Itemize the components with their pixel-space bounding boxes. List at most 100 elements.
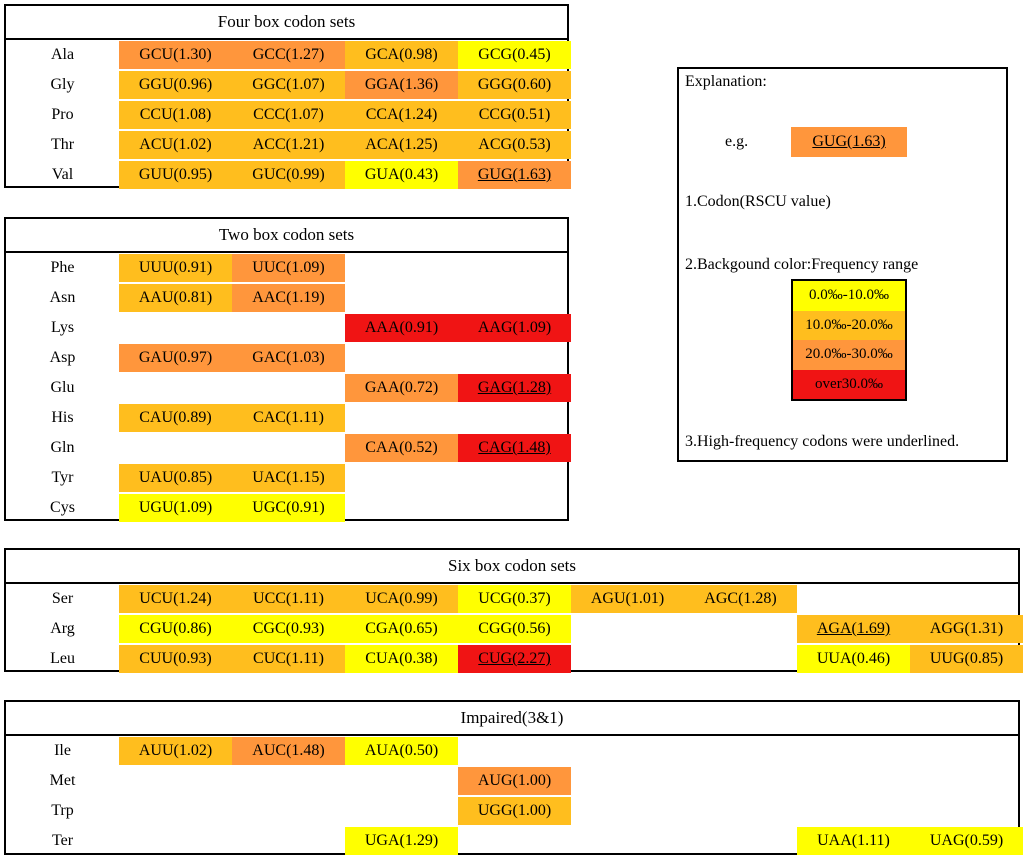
table-row: Arg CGU(0.86) CGC(0.93) CGA(0.65) CGG(0.56) A… bbox=[6, 614, 1023, 644]
amino-acid-label: Tyr bbox=[51, 469, 74, 486]
codon-cell: GCG(0.45) bbox=[458, 41, 571, 69]
codon-cell: UGG(1.00) bbox=[458, 797, 571, 825]
table-row: Lys AAA(0.91) AAG(1.09) bbox=[6, 313, 571, 343]
codon-cell: GGC(1.07) bbox=[232, 71, 345, 99]
amino-acid-label: Cys bbox=[50, 499, 75, 516]
explanation-line-1: 1.Codon(RSCU value) bbox=[685, 193, 831, 210]
table-row: Glu GAA(0.72) GAG(1.28) bbox=[6, 373, 571, 403]
codon-cell: GUC(0.99) bbox=[232, 161, 345, 189]
example-codon: GUG(1.63) bbox=[791, 127, 907, 157]
amino-acid-label: Ter bbox=[51, 832, 74, 849]
table-row: Asn AAU(0.81) AAC(1.19) bbox=[6, 283, 567, 313]
codon-cell: CCC(1.07) bbox=[232, 101, 345, 129]
legend-item-1: 0.0‰-10.0‰ bbox=[793, 281, 905, 311]
codon-cell: GCC(1.27) bbox=[232, 41, 345, 69]
codon-cell: GAC(1.03) bbox=[232, 344, 345, 372]
codon-cell: AUU(1.02) bbox=[119, 737, 232, 765]
codon-cell: UCA(0.99) bbox=[345, 585, 458, 613]
codon-cell: AUA(0.50) bbox=[345, 737, 458, 765]
codon-cell: ACC(1.21) bbox=[232, 131, 345, 159]
codon-cell: UUU(0.91) bbox=[119, 254, 232, 282]
codon-cell: ACA(1.25) bbox=[345, 131, 458, 159]
codon-cell: GCA(0.98) bbox=[345, 41, 458, 69]
two-box-title: Two box codon sets bbox=[6, 219, 567, 253]
amino-acid-label: Gly bbox=[50, 76, 75, 93]
codon-cell: GCU(1.30) bbox=[119, 41, 232, 69]
table-row: Val GUU(0.95) GUC(0.99) GUA(0.43) GUG(1.63) bbox=[6, 160, 571, 190]
codon-cell: AUG(1.00) bbox=[458, 767, 571, 795]
explanation-line-2: 2.Backgound color:Frequency range bbox=[685, 256, 919, 273]
table-row: His CAU(0.89) CAC(1.11) bbox=[6, 403, 567, 433]
codon-cell: GAU(0.97) bbox=[119, 344, 232, 372]
codon-cell: CAG(1.48) bbox=[458, 434, 571, 462]
codon-cell: UCG(0.37) bbox=[458, 585, 571, 613]
amino-acid-label: Gln bbox=[50, 439, 75, 456]
explanation-box: Explanation: e.g. GUG(1.63) 1.Codon(RSCU… bbox=[677, 67, 1008, 462]
codon-cell: UUC(1.09) bbox=[232, 254, 345, 282]
amino-acid-label: Asn bbox=[49, 289, 76, 306]
example-label: e.g. bbox=[725, 133, 749, 150]
codon-cell: CCU(1.08) bbox=[119, 101, 232, 129]
codon-cell: CGA(0.65) bbox=[345, 615, 458, 643]
amino-acid-label: Pro bbox=[51, 106, 74, 123]
codon-cell: AGU(1.01) bbox=[571, 585, 684, 613]
six-box-table: Six box codon sets Ser UCU(1.24) UCC(1.11)… bbox=[4, 548, 1023, 674]
amino-acid-label: Thr bbox=[50, 136, 75, 153]
amino-acid-label: Lys bbox=[50, 319, 75, 336]
codon-cell: AAG(1.09) bbox=[458, 314, 571, 342]
table-row: Ala GCU(1.30) GCC(1.27) GCA(0.98) GCG(0.45) bbox=[6, 40, 571, 70]
table-row: Ter UGA(1.29) UAA(1.11) UAG(0.59) bbox=[6, 826, 1023, 856]
codon-cell: GGA(1.36) bbox=[345, 71, 458, 99]
codon-cell: AGC(1.28) bbox=[684, 585, 797, 613]
codon-cell: CUC(1.11) bbox=[232, 645, 345, 673]
codon-cell: CAA(0.52) bbox=[345, 434, 458, 462]
codon-cell: CAU(0.89) bbox=[119, 404, 232, 432]
two-box-table: Two box codon sets Phe UUU(0.91) UUC(1.09)… bbox=[4, 217, 571, 522]
codon-cell: CCA(1.24) bbox=[345, 101, 458, 129]
explanation-line-3: 3.High-frequency codons were underlined. bbox=[685, 433, 960, 450]
legend-item-4: over30.0‰ bbox=[793, 369, 905, 399]
table-row: Phe UUU(0.91) UUC(1.09) bbox=[6, 253, 567, 283]
table-row: Tyr UAU(0.85) UAC(1.15) bbox=[6, 463, 567, 493]
codon-cell: CAC(1.11) bbox=[232, 404, 345, 432]
codon-cell: ACG(0.53) bbox=[458, 131, 571, 159]
table-row: Trp UGG(1.00) bbox=[6, 796, 1018, 826]
codon-cell: CGG(0.56) bbox=[458, 615, 571, 643]
codon-cell: GAG(1.28) bbox=[458, 374, 571, 402]
codon-cell: AUC(1.48) bbox=[232, 737, 345, 765]
codon-cell: UCC(1.11) bbox=[232, 585, 345, 613]
impaired-table: Impaired(3&1) Ile AUU(1.02) AUC(1.48) AUA(0… bbox=[4, 700, 1023, 856]
amino-acid-label: Arg bbox=[50, 620, 75, 637]
amino-acid-label: Val bbox=[51, 166, 74, 183]
impaired-title: Impaired(3&1) bbox=[6, 702, 1018, 736]
four-box-title: Four box codon sets bbox=[6, 6, 567, 40]
codon-cell: UGU(1.09) bbox=[119, 494, 232, 522]
table-row: Asp GAU(0.97) GAC(1.03) bbox=[6, 343, 567, 373]
amino-acid-label: Ile bbox=[54, 742, 71, 759]
codon-cell: UUG(0.85) bbox=[910, 645, 1023, 673]
six-box-title: Six box codon sets bbox=[6, 550, 1018, 584]
table-row: Gly GGU(0.96) GGC(1.07) GGA(1.36) GGG(0.60) bbox=[6, 70, 571, 100]
codon-cell: AGG(1.31) bbox=[910, 615, 1023, 643]
codon-cell: GUU(0.95) bbox=[119, 161, 232, 189]
amino-acid-label: His bbox=[51, 409, 74, 426]
codon-cell: UUA(0.46) bbox=[797, 645, 910, 673]
codon-cell: ACU(1.02) bbox=[119, 131, 232, 159]
table-row: Ile AUU(1.02) AUC(1.48) AUA(0.50) bbox=[6, 736, 1018, 766]
codon-cell: GGU(0.96) bbox=[119, 71, 232, 99]
table-row: Pro CCU(1.08) CCC(1.07) CCA(1.24) CCG(0.51) bbox=[6, 100, 571, 130]
four-box-table: Four box codon sets Ala GCU(1.30) GCC(1.27… bbox=[4, 4, 571, 190]
codon-cell: UGC(0.91) bbox=[232, 494, 345, 522]
amino-acid-label: Trp bbox=[51, 802, 74, 819]
codon-cell: AAU(0.81) bbox=[119, 284, 232, 312]
explanation-heading: Explanation: bbox=[685, 73, 767, 90]
amino-acid-label: Phe bbox=[50, 259, 75, 276]
codon-cell: CGC(0.93) bbox=[232, 615, 345, 643]
codon-cell: CUU(0.93) bbox=[119, 645, 232, 673]
table-row: Thr ACU(1.02) ACC(1.21) ACA(1.25) ACG(0.53) bbox=[6, 130, 571, 160]
codon-cell: CUA(0.38) bbox=[345, 645, 458, 673]
table-row: Leu CUU(0.93) CUC(1.11) CUA(0.38) CUG(2.27) U… bbox=[6, 644, 1023, 674]
codon-cell: CGU(0.86) bbox=[119, 615, 232, 643]
codon-cell: CCG(0.51) bbox=[458, 101, 571, 129]
codon-cell: GUA(0.43) bbox=[345, 161, 458, 189]
